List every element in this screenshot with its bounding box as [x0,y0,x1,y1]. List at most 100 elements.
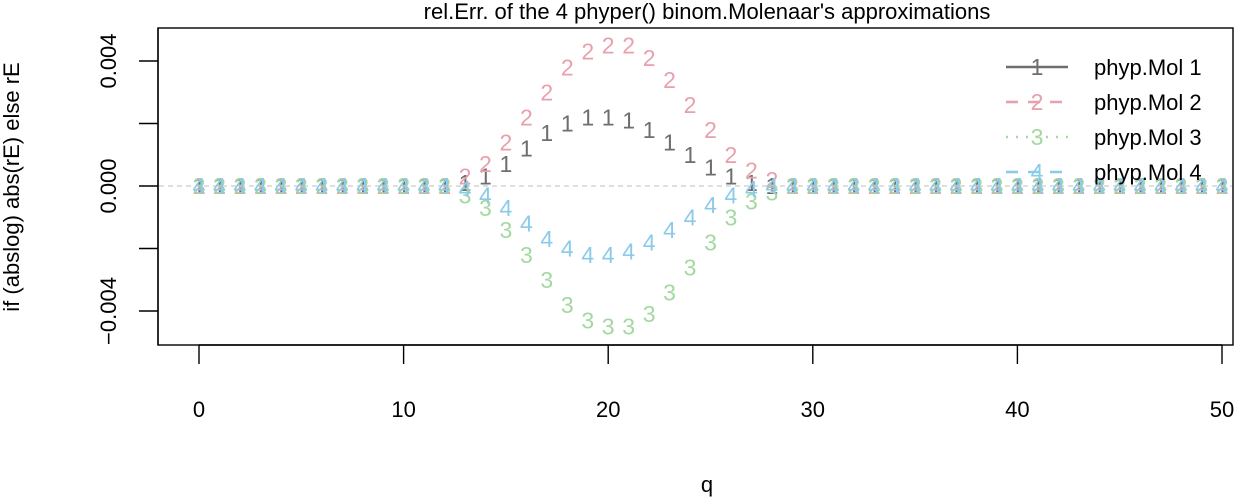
data-point: 2 [765,167,778,193]
data-point: 2 [1093,173,1106,199]
data-point: 4 [765,173,778,199]
data-point: 2 [520,104,533,130]
data-point: 2 [1175,173,1188,199]
data-point: 4 [602,242,615,268]
data-point: 2 [315,173,328,199]
data-point: 2 [663,67,676,93]
data-point: 2 [581,39,594,65]
data-point: 1 [234,173,247,199]
data-point: 3 [377,173,390,199]
data-point: 2 [561,54,574,80]
x-tick-label: 10 [391,397,415,422]
data-point: 4 [356,173,369,199]
data-point: 3 [1011,173,1024,199]
data-point: 4 [704,192,717,218]
x-tick-label: 30 [801,397,825,422]
data-point: 2 [377,173,390,199]
data-point: 1 [479,164,492,190]
data-point: 4 [234,173,247,199]
data-point: 1 [520,136,533,162]
data-point: 2 [847,173,860,199]
data-point: 1 [1134,173,1147,199]
data-point: 2 [274,173,287,199]
data-point: 2 [888,173,901,199]
data-point: 1 [561,111,574,137]
data-point: 2 [540,79,553,105]
data-point: 3 [663,279,676,305]
data-point: 2 [1195,173,1208,199]
data-point: 2 [725,142,738,168]
data-point: 2 [213,173,226,199]
data-point: 2 [909,173,922,199]
data-point: 3 [847,173,860,199]
data-point: 2 [806,173,819,199]
data-point: 4 [1011,173,1024,199]
data-point: 2 [643,45,656,71]
legend-label: phyp.Mol 4 [1094,160,1202,185]
data-point: 3 [1031,173,1044,199]
data-point: 1 [1031,173,1044,199]
data-point: 4 [622,239,635,265]
legend-symbol: 3 [1031,124,1044,150]
data-point: 1 [397,173,410,199]
data-point: 1 [704,154,717,180]
data-point: 3 [1093,173,1106,199]
data-point: 4 [1134,173,1147,199]
data-point: 1 [356,173,369,199]
data-point: 1 [786,173,799,199]
data-point: 3 [561,292,574,318]
data-point: 4 [1175,173,1188,199]
data-point: 3 [602,314,615,340]
data-point: 3 [827,173,840,199]
data-point: 2 [602,32,615,58]
data-point: 1 [418,173,431,199]
data-point: 4 [909,173,922,199]
data-point: 4 [1113,173,1126,199]
data-point: 3 [336,173,349,199]
y-axis-label: if (abslog) abs(rE) else rE [0,62,24,311]
data-point: 4 [725,182,738,208]
data-point: 4 [991,173,1004,199]
data-point: 3 [1195,173,1208,199]
legend-item: 2 phyp.Mol 2 [1006,89,1202,115]
data-point: 2 [786,173,799,199]
data-point: 4 [970,173,983,199]
data-point: 2 [336,173,349,199]
data-point: 3 [479,195,492,221]
y-axis: −0.004 0.000 0.004 [96,28,159,345]
data-point: 3 [991,173,1004,199]
data-point: 3 [274,173,287,199]
x-tick-label: 50 [1210,397,1234,422]
data-point: 3 [295,173,308,199]
data-point: 3 [765,179,778,205]
data-point: 3 [909,173,922,199]
data-point: 4 [1216,173,1229,199]
data-point: 4 [438,173,451,199]
data-point: 1 [1011,173,1024,199]
legend-symbol: 4 [1031,159,1044,185]
data-point: 2 [1052,173,1065,199]
data-point: 3 [581,307,594,333]
data-point: 3 [1216,173,1229,199]
data-point: 4 [377,173,390,199]
data-point: 1 [1072,173,1085,199]
data-point: 4 [581,242,594,268]
data-point: 1 [1175,173,1188,199]
data-point: 1 [909,173,922,199]
data-point: 4 [888,173,901,199]
data-point: 2 [1134,173,1147,199]
data-point: 3 [315,173,328,199]
x-axis-label: q [701,472,713,497]
data-point: 2 [1154,173,1167,199]
data-point: 1 [315,173,328,199]
y-tick-label: −0.004 [96,277,121,345]
data-point: 3 [950,173,963,199]
data-point: 2 [929,173,942,199]
legend-symbol: 2 [1031,89,1044,115]
data-point: 1 [540,120,553,146]
data-point: 1 [500,151,513,177]
data-point: 3 [1072,173,1085,199]
data-point: 3 [806,173,819,199]
data-point: 1 [684,142,697,168]
